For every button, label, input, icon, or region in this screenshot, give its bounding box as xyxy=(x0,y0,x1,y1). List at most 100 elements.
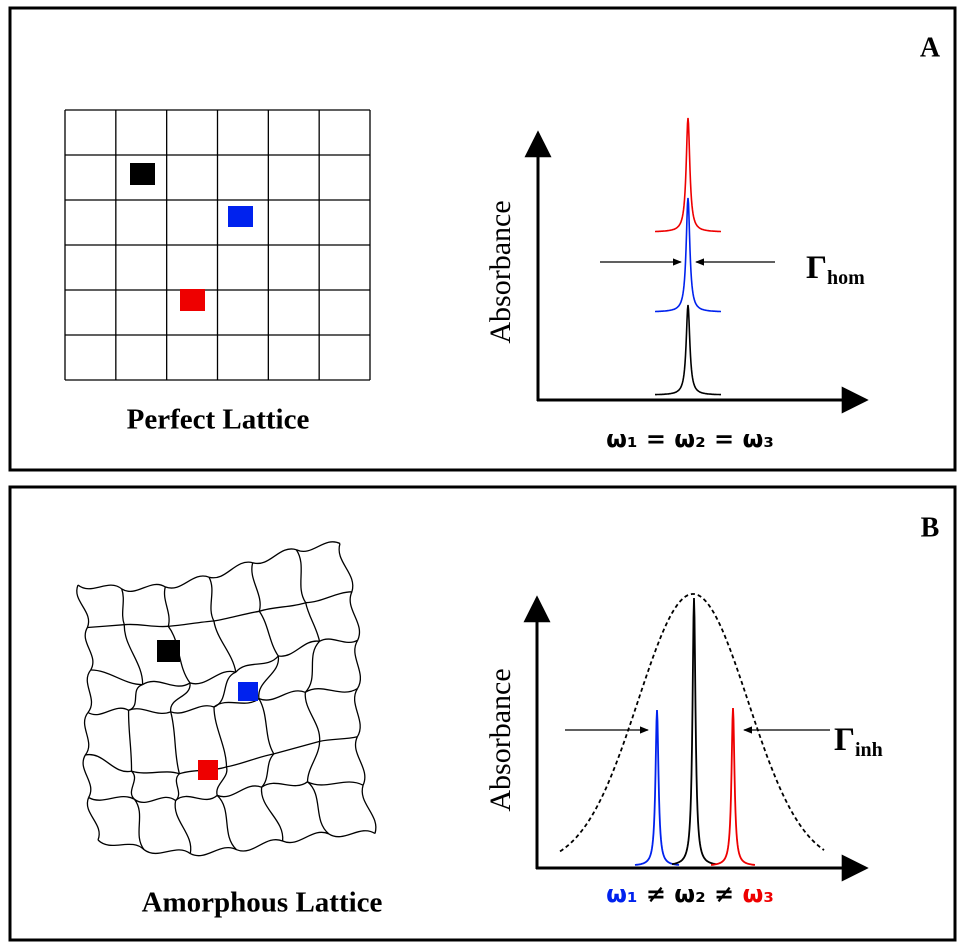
panel-frame xyxy=(8,485,957,942)
cell-edge xyxy=(134,796,176,804)
cell-edge xyxy=(252,548,297,565)
site xyxy=(130,163,155,185)
site xyxy=(238,682,258,701)
cell-edge xyxy=(349,591,361,641)
cell-edge xyxy=(354,688,361,738)
cell-edge xyxy=(307,781,330,835)
cell-edge xyxy=(306,741,321,782)
cell-edge xyxy=(88,795,135,801)
gamma-label: Γinh xyxy=(834,722,883,761)
cell-edge xyxy=(278,640,320,657)
cell-edge xyxy=(273,740,320,755)
cell-edge xyxy=(128,683,143,711)
lattice-label: Perfect Lattice xyxy=(127,404,310,436)
panel-letter: B xyxy=(921,512,940,543)
cell-edge xyxy=(121,588,125,625)
cell-edge xyxy=(305,602,321,642)
cell-edge xyxy=(143,849,191,855)
cell-edge xyxy=(307,781,364,786)
cell-edge xyxy=(259,602,306,612)
panel-frame xyxy=(8,6,957,472)
cell-edge xyxy=(87,707,129,716)
cell-edge xyxy=(86,669,93,713)
cell-edge xyxy=(123,624,144,685)
cell-edge xyxy=(189,847,237,857)
cell-edge xyxy=(130,770,136,800)
x-label-part: ≠ ω₂ ≠ xyxy=(637,880,742,908)
cell-edge xyxy=(175,794,218,802)
gamma-subscript: hom xyxy=(827,267,865,289)
cell-edge xyxy=(251,562,261,612)
lattice-label: Amorphous Lattice xyxy=(142,887,383,919)
perfect-lattice xyxy=(64,109,371,381)
cell-edge xyxy=(76,584,90,628)
cell-edge xyxy=(338,543,354,592)
cell-edge xyxy=(86,797,100,841)
cell-edge xyxy=(304,640,320,693)
cell-edge xyxy=(236,839,283,852)
cell-edge xyxy=(258,610,279,657)
cell-edge xyxy=(77,584,123,590)
cell-edge xyxy=(226,753,274,768)
cell-edge xyxy=(208,576,215,622)
cell-edge xyxy=(165,575,210,589)
cell-edge xyxy=(168,620,214,627)
cell-edge xyxy=(304,692,321,742)
cell-edge xyxy=(128,708,171,714)
cell-edge xyxy=(260,787,284,842)
cell-edge xyxy=(354,639,361,689)
peaks xyxy=(559,593,825,866)
cell-edge xyxy=(319,736,358,743)
gamma-subscript: inh xyxy=(855,739,883,761)
x-axis-label: ω₁ = ω₂ = ω₃ xyxy=(606,425,774,453)
cell-edge xyxy=(85,753,132,773)
cell-edge xyxy=(170,705,215,714)
cell-edge xyxy=(83,712,90,756)
cell-edge xyxy=(121,583,166,592)
cell-edge xyxy=(189,670,236,685)
peak xyxy=(655,304,721,396)
gamma-label: Γhom xyxy=(806,250,865,289)
cell-edge xyxy=(82,754,92,798)
gamma-symbol: Γ xyxy=(834,722,855,758)
cell-edge xyxy=(124,623,169,628)
site xyxy=(180,289,205,311)
cell-edge xyxy=(216,785,262,798)
x-label-part: ω₁ xyxy=(606,880,637,908)
site xyxy=(198,760,218,780)
cell-edge xyxy=(142,680,191,687)
cell-edge xyxy=(319,638,359,644)
cell-edge xyxy=(213,610,260,622)
cell-edge xyxy=(170,711,181,774)
x-label-part: ω₃ xyxy=(743,880,774,908)
cell-edge xyxy=(282,831,330,844)
x-label-part: ω₁ = ω₂ = ω₃ xyxy=(606,425,774,453)
x-axis-label: ω₁ ≠ ω₂ ≠ ω₃ xyxy=(606,880,774,908)
gamma-symbol: Γ xyxy=(806,250,827,286)
y-axis-label: Absorbance xyxy=(484,668,517,811)
cell-edge xyxy=(296,541,341,553)
cell-edge xyxy=(261,781,308,788)
peak xyxy=(711,707,755,866)
peak xyxy=(655,117,721,233)
peak xyxy=(634,709,680,866)
site xyxy=(228,206,253,227)
cell-edge xyxy=(87,624,125,629)
cell-edge xyxy=(361,785,377,834)
cell-edge xyxy=(216,766,228,796)
site xyxy=(157,640,180,662)
cell-edge xyxy=(175,773,180,801)
cell-edge xyxy=(84,627,94,671)
cell-edge xyxy=(133,798,145,851)
cell-edge xyxy=(163,586,170,627)
cell-edge xyxy=(213,671,237,708)
peak xyxy=(671,597,717,866)
cell-edge xyxy=(131,770,180,775)
cell-edge xyxy=(258,698,275,755)
cell-edge xyxy=(304,687,358,693)
cell-edge xyxy=(261,753,275,788)
cell-edge xyxy=(305,591,352,604)
cell-edge xyxy=(97,839,145,851)
cell-edge xyxy=(295,549,307,604)
